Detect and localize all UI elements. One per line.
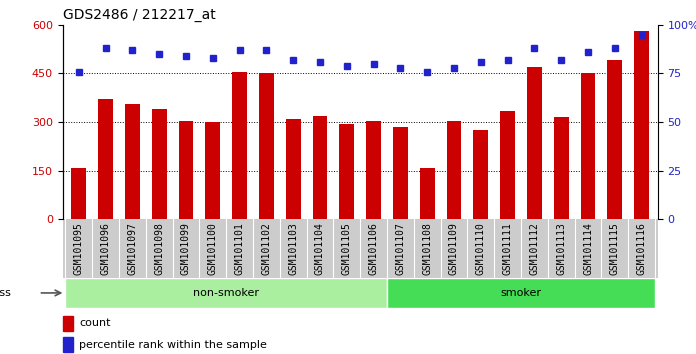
Text: stress: stress — [0, 288, 12, 298]
Text: GSM101107: GSM101107 — [395, 222, 405, 275]
Text: GSM101115: GSM101115 — [610, 222, 620, 275]
Bar — [286, 119, 301, 219]
Bar — [232, 72, 247, 219]
Text: smoker: smoker — [500, 288, 541, 298]
Bar — [634, 31, 649, 219]
Bar — [608, 61, 622, 219]
Bar — [420, 167, 434, 219]
Text: GSM101102: GSM101102 — [262, 222, 271, 275]
Bar — [259, 73, 274, 219]
Text: GSM101109: GSM101109 — [449, 222, 459, 275]
Bar — [63, 316, 73, 331]
Text: GSM101114: GSM101114 — [583, 222, 593, 275]
Bar — [393, 127, 408, 219]
Bar — [387, 278, 655, 308]
Text: GSM101108: GSM101108 — [422, 222, 432, 275]
Text: count: count — [79, 318, 111, 329]
Bar — [527, 67, 541, 219]
Text: GSM101100: GSM101100 — [207, 222, 218, 275]
Text: percentile rank within the sample: percentile rank within the sample — [79, 339, 267, 350]
Bar — [554, 117, 569, 219]
Bar — [447, 120, 461, 219]
Bar — [580, 73, 595, 219]
Text: GSM101096: GSM101096 — [100, 222, 111, 275]
Text: GSM101106: GSM101106 — [369, 222, 379, 275]
Text: GSM101101: GSM101101 — [235, 222, 244, 275]
Text: GSM101097: GSM101097 — [127, 222, 137, 275]
Bar — [98, 99, 113, 219]
Bar — [72, 167, 86, 219]
Bar — [152, 109, 166, 219]
Bar — [366, 120, 381, 219]
Text: GSM101113: GSM101113 — [556, 222, 567, 275]
Text: GDS2486 / 212217_at: GDS2486 / 212217_at — [63, 8, 215, 22]
Bar — [179, 120, 193, 219]
Bar — [205, 122, 220, 219]
Text: GSM101104: GSM101104 — [315, 222, 325, 275]
Text: GSM101095: GSM101095 — [74, 222, 84, 275]
Text: GSM101103: GSM101103 — [288, 222, 298, 275]
Bar — [63, 337, 73, 352]
Text: non-smoker: non-smoker — [193, 288, 259, 298]
Text: GSM101110: GSM101110 — [476, 222, 486, 275]
Text: GSM101105: GSM101105 — [342, 222, 351, 275]
Text: GSM101112: GSM101112 — [530, 222, 539, 275]
Text: GSM101099: GSM101099 — [181, 222, 191, 275]
Text: GSM101111: GSM101111 — [503, 222, 513, 275]
Text: GSM101098: GSM101098 — [154, 222, 164, 275]
Bar — [340, 124, 354, 219]
Text: GSM101116: GSM101116 — [637, 222, 647, 275]
Bar — [65, 278, 387, 308]
Bar — [313, 116, 327, 219]
Bar — [473, 130, 488, 219]
Bar — [500, 111, 515, 219]
Bar — [125, 104, 140, 219]
